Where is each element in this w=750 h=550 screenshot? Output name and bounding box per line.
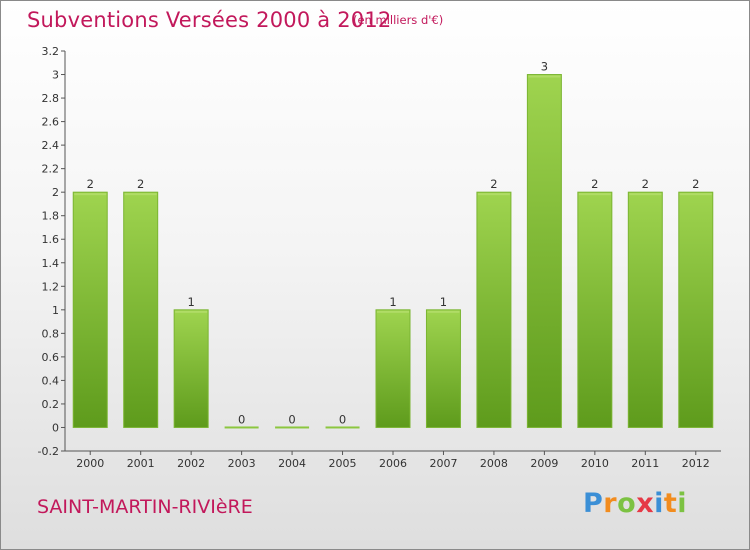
y-tick-label: -0.2 <box>38 445 59 458</box>
bar-2001 <box>123 191 159 428</box>
bar-highlight <box>629 193 662 196</box>
bar-value-label: 2 <box>137 177 144 191</box>
bar-highlight <box>124 193 157 196</box>
bar-rect <box>577 191 613 428</box>
bar-value-label: 2 <box>692 177 699 191</box>
bar-rect <box>275 426 310 429</box>
bar-2003 <box>224 426 259 429</box>
bar-2004 <box>275 426 310 429</box>
bar-rect <box>224 426 259 429</box>
bar-highlight <box>74 193 107 196</box>
logo-letter: i <box>677 488 688 519</box>
bar-rect <box>425 309 461 428</box>
bar-2011 <box>627 191 663 428</box>
y-tick-label: 0.2 <box>42 398 60 411</box>
logo-letter: P <box>583 488 604 519</box>
bar-rect <box>123 191 159 428</box>
bar-2005 <box>325 426 360 429</box>
axes: -0.2 0 0.2 0.4 0.6 0.8 1 1.2 1.4 1.6 1.8 2 2.2 2.4 2.6… <box>38 45 721 470</box>
y-tick-label: 1.2 <box>42 280 60 293</box>
bar-value-label: 2 <box>642 177 649 191</box>
x-tick-label: 2009 <box>530 457 558 470</box>
y-tick-label: 1.4 <box>42 257 60 270</box>
x-tick-label: 2006 <box>379 457 407 470</box>
bar-value-label: 1 <box>187 295 194 309</box>
x-tick-label: 2008 <box>480 457 508 470</box>
bar-rect <box>678 191 714 428</box>
bar-highlight <box>679 193 712 196</box>
logo-letter: x <box>636 488 655 519</box>
bar-value-label: 3 <box>541 60 548 74</box>
x-tick-label: 2007 <box>429 457 457 470</box>
bar-2000 <box>72 191 108 428</box>
chart-title: Subventions Versées 2000 à 2012 <box>27 8 392 32</box>
bar-highlight <box>175 310 208 313</box>
bar-rect <box>325 426 360 429</box>
y-tick-label: 2.4 <box>42 139 60 152</box>
x-tick-label: 2000 <box>76 457 104 470</box>
y-tick-label: 1.8 <box>42 210 60 223</box>
bar-2007 <box>425 309 461 428</box>
bar-value-label: 1 <box>440 295 447 309</box>
x-tick-label: 2005 <box>329 457 357 470</box>
y-tick-label: 1.6 <box>42 233 60 246</box>
y-tick-label: 0 <box>52 421 59 434</box>
bar-value-label: 0 <box>238 412 245 426</box>
bar-2010 <box>577 191 613 428</box>
proxiti-logo: Proxiti <box>583 488 687 519</box>
bar-2008 <box>476 191 512 428</box>
town-name: SAINT-MARTIN-RIVIèRE <box>37 496 253 518</box>
x-tick-label: 2001 <box>127 457 155 470</box>
y-tick-label: 2.6 <box>42 116 60 129</box>
x-tick-label: 2011 <box>631 457 659 470</box>
y-tick-label: 2.8 <box>42 92 60 105</box>
bar-2009 <box>526 74 562 428</box>
x-tick-label: 2010 <box>581 457 609 470</box>
bar-highlight <box>477 193 510 196</box>
bar-value-label: 2 <box>87 177 94 191</box>
bar-2002 <box>173 309 209 428</box>
logo-letter: r <box>603 488 618 519</box>
bar-rect <box>476 191 512 428</box>
bar-rect <box>526 74 562 428</box>
x-tick-label: 2003 <box>228 457 256 470</box>
y-tick-label: 0.8 <box>42 327 60 340</box>
y-tick-label: 0.6 <box>42 351 60 364</box>
y-tick-label: 1 <box>52 304 59 317</box>
bar-rect <box>173 309 209 428</box>
logo-letter: o <box>617 488 637 519</box>
y-tick-label: 0.4 <box>42 374 60 387</box>
y-tick-label: 3.2 <box>42 45 60 58</box>
x-tick-label: 2012 <box>682 457 710 470</box>
bars <box>72 74 714 429</box>
y-tick-label: 3 <box>52 69 59 82</box>
bar-value-label: 2 <box>490 177 497 191</box>
bar-value-label: 2 <box>591 177 598 191</box>
x-tick-label: 2004 <box>278 457 306 470</box>
bar-highlight <box>528 75 561 78</box>
bar-2006 <box>375 309 411 428</box>
logo-letter: t <box>663 488 678 519</box>
bar-rect <box>627 191 663 428</box>
x-tick-label: 2002 <box>177 457 205 470</box>
bar-value-label: 1 <box>389 295 396 309</box>
bar-2012 <box>678 191 714 428</box>
bar-rect <box>72 191 108 428</box>
bar-value-label: 0 <box>339 412 346 426</box>
bar-highlight <box>377 310 409 313</box>
bar-highlight <box>578 193 611 196</box>
bar-highlight <box>427 310 460 313</box>
bar-rect <box>375 309 411 428</box>
data-labels: 2 2 1 0 0 0 1 1 2 3 2 2 2 <box>87 60 700 427</box>
y-tick-label: 2.2 <box>42 163 60 176</box>
bar-value-label: 0 <box>288 412 295 426</box>
chart-subtitle: (en milliers d'€) <box>353 13 444 27</box>
logo-letter: i <box>654 488 664 519</box>
y-tick-label: 2 <box>52 186 59 199</box>
